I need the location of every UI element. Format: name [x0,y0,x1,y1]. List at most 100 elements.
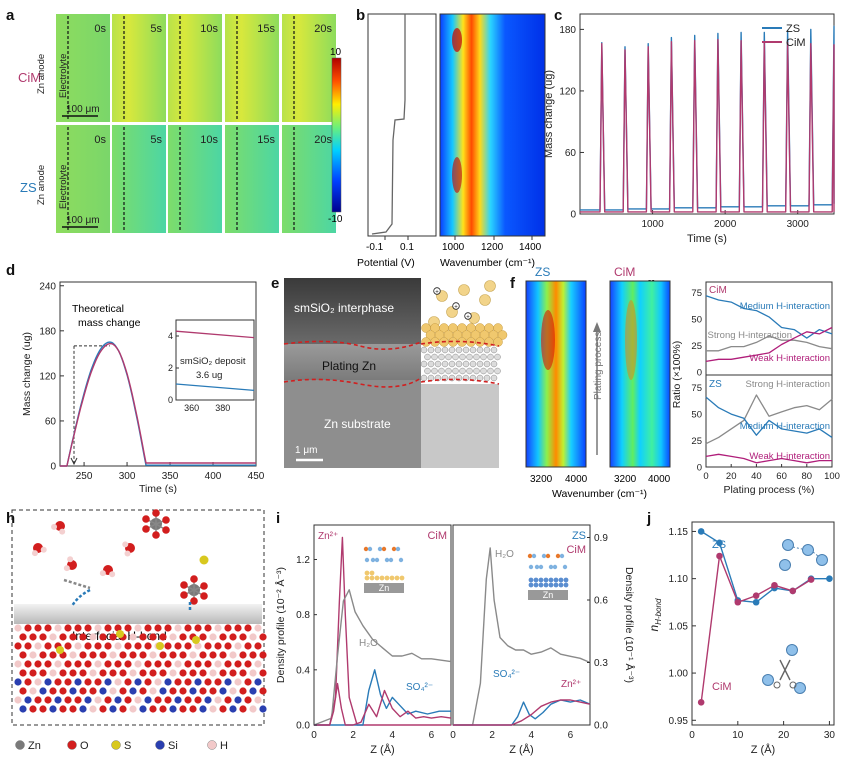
arrow-label: Plating process [593,332,604,400]
series-label: ZS [712,539,726,551]
zn-atom [455,360,463,368]
time-label: 10s [200,134,218,146]
lattice-atom [64,678,72,686]
series-tag: ZS [572,530,586,542]
tick-label: 1000 [641,219,664,230]
lattice-atom [254,642,262,650]
lattice-atom [39,705,47,713]
zn-atom [448,346,456,354]
lattice-atom [164,642,172,650]
lattice-atom [194,642,202,650]
deposited-particle [475,337,485,347]
lattice-atom [224,660,232,668]
substrate-label: Zn [379,583,390,593]
tick-label: 6 [429,730,435,741]
oxygen-atom [142,525,150,533]
ion [545,553,551,559]
zn-atom [473,353,480,361]
lattice-atom [99,669,107,677]
lattice-atom [114,678,122,686]
substrate-label: Zn [543,590,554,600]
zn-atom [427,346,435,354]
lattice-atom [19,633,27,641]
tick-label: 2 [350,730,356,741]
lattice-atom [149,687,157,695]
particle [364,575,370,581]
lattice-atom [49,669,57,677]
deposited-particle [493,323,503,333]
lattice-atom [99,651,107,659]
molecule-icon [786,644,798,656]
zn-atom [452,367,459,375]
tick: -0.1 [366,242,384,253]
particle [364,570,370,576]
series-tag: CiM [709,285,727,296]
tick-label: 300 [119,471,136,482]
tick-label: 180 [559,25,576,36]
data-point [697,699,705,706]
tick-label: 450 [248,471,265,482]
annotation: Theoretical mass change [72,303,141,329]
colorbar-min: -10 [328,214,343,225]
series-line-ZS [580,25,835,211]
time-label: 15s [257,23,275,35]
lattice-atom [214,696,222,704]
deposited-particle [421,337,431,347]
chart-c: 0 60 120 180 1000 2000 3000 Time (s) Mass change… [543,13,835,245]
legend-label: ZS [786,23,800,35]
tick-label: 400 [205,471,222,482]
zn-atom [466,353,473,361]
lattice-atom [169,651,177,659]
lattice-atom [164,678,172,686]
zn-atom [420,374,428,382]
lattice-atom [99,633,107,641]
lattice-atom [129,669,137,677]
zn-atom [483,374,491,382]
lattice-atom [184,624,192,632]
molecule-icon [802,544,814,556]
lattice-atom [194,660,202,668]
lattice-atom [149,633,157,641]
side-label: Electrolyte [58,165,69,209]
md-snapshot-frame [11,509,265,726]
zn-ion [433,287,441,295]
lattice-atom [14,642,22,650]
legend-dot [67,740,77,750]
tick-label: 0 [450,730,456,741]
tick-label: 50 [691,315,702,326]
lattice-atom [239,669,247,677]
axis-label: Z (Å) [751,743,775,756]
particle [533,577,539,583]
series-tag: CiM [566,544,586,556]
line-label: Weak H-interaction [749,451,830,462]
ion [364,557,370,563]
lattice-atom [49,705,57,713]
lattice-atom [139,633,147,641]
series-line-ZS [60,341,256,467]
zn-atom [462,346,470,354]
microscopy-frame [112,125,166,233]
lattice-atom [94,642,102,650]
legend-dot [207,740,217,750]
ion [391,546,397,552]
lattice-atom [74,696,82,704]
lattice-atom [204,678,212,686]
legend-label: H [220,740,228,752]
lattice-atom [89,651,97,659]
time-label: 10s [200,23,218,35]
particle [389,575,395,581]
legend-label: S [124,740,131,752]
hydrogen-atom [40,546,47,553]
lattice-atom [19,651,27,659]
tick-label: 100 [824,471,840,482]
tick-label: 240 [39,281,56,292]
lattice-atom [244,624,252,632]
interface-band [14,604,262,624]
density-line-right [453,699,591,726]
oxygen-atom [190,597,198,605]
lattice-atom [89,669,97,677]
axis-label: Potential (V) [357,257,415,269]
zn-atom [434,346,442,354]
particle [379,575,385,581]
series-tag: CiM [427,530,447,542]
